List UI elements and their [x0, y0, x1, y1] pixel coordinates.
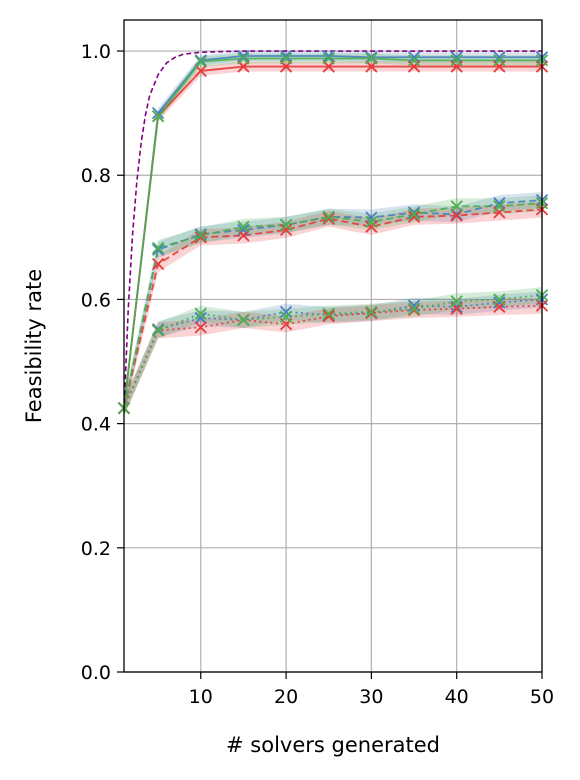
series-marker [194, 307, 207, 320]
series-marker [279, 305, 293, 318]
series-marker [493, 54, 506, 67]
series-marker [237, 52, 250, 65]
series-marker [194, 311, 207, 325]
series-band [124, 287, 542, 417]
series-marker [194, 231, 207, 244]
series-marker [322, 210, 335, 223]
y-tick-label: 0.2 [81, 538, 111, 560]
y-tick-label: 0.0 [81, 662, 111, 684]
series-marker [237, 229, 250, 242]
series-marker [151, 243, 165, 256]
series-marker [365, 52, 378, 65]
y-tick-label: 0.8 [81, 165, 111, 187]
series-marker [407, 208, 421, 221]
series-marker [365, 215, 378, 228]
series-marker [237, 313, 250, 327]
series-marker [151, 257, 165, 271]
series-marker [279, 218, 293, 232]
series-markers [117, 49, 549, 415]
series-marker [450, 209, 463, 222]
series-marker [450, 54, 463, 67]
series-marker [450, 295, 463, 308]
series-marker [194, 64, 207, 78]
series-marker [407, 206, 421, 219]
series-marker [194, 321, 207, 334]
series-marker [450, 300, 463, 314]
series-marker [322, 307, 335, 320]
series-marker [365, 211, 378, 224]
series-marker [407, 54, 421, 67]
series-marker [493, 197, 506, 210]
series-marker [151, 241, 165, 255]
confidence-bands [124, 51, 542, 417]
series-marker [237, 49, 250, 63]
series-marker [279, 52, 293, 65]
axis-ticks: 10 20 30 40 50 0.0 0.2 0.4 0.6 0.8 1.0 [81, 41, 554, 708]
series-marker [407, 302, 421, 315]
series-marker [151, 107, 165, 120]
x-tick-label: 10 [189, 686, 213, 708]
series-marker [151, 110, 165, 123]
series-marker [237, 223, 250, 237]
series-marker [151, 324, 165, 337]
plot-frame [123, 19, 543, 673]
series-marker [322, 310, 335, 323]
series-marker [279, 49, 293, 63]
series-marker [493, 51, 506, 64]
y-tick-label: 1.0 [81, 41, 111, 63]
series-marker [194, 55, 207, 68]
series-marker [450, 200, 463, 213]
series-marker [279, 223, 293, 237]
series-marker [407, 299, 421, 312]
y-tick-label: 0.4 [81, 414, 111, 436]
series-band [124, 297, 542, 417]
x-tick-label: 40 [445, 686, 469, 708]
series-marker [322, 49, 335, 63]
series-marker [407, 51, 421, 64]
series-marker [194, 229, 207, 242]
series-line [123, 202, 543, 409]
series-marker [493, 293, 506, 306]
reference-curve [123, 50, 542, 412]
series-marker [407, 210, 421, 223]
series-marker [450, 51, 463, 64]
y-tick-label: 0.6 [81, 289, 111, 311]
series-marker [493, 200, 506, 213]
series-marker [322, 212, 335, 225]
series-marker [237, 220, 250, 233]
series-marker [365, 305, 378, 318]
x-axis-label: # solvers generated [226, 733, 440, 757]
x-tick-label: 30 [359, 686, 383, 708]
series-line [123, 208, 543, 409]
x-tick-label: 50 [530, 686, 554, 708]
series-lines [123, 50, 543, 412]
series-marker [493, 296, 506, 309]
y-axis-label: Feasibility rate [22, 269, 46, 423]
series-marker [322, 52, 335, 65]
series-marker [365, 220, 378, 233]
series-marker [279, 310, 293, 323]
x-tick-label: 20 [274, 686, 298, 708]
grid [124, 20, 543, 673]
